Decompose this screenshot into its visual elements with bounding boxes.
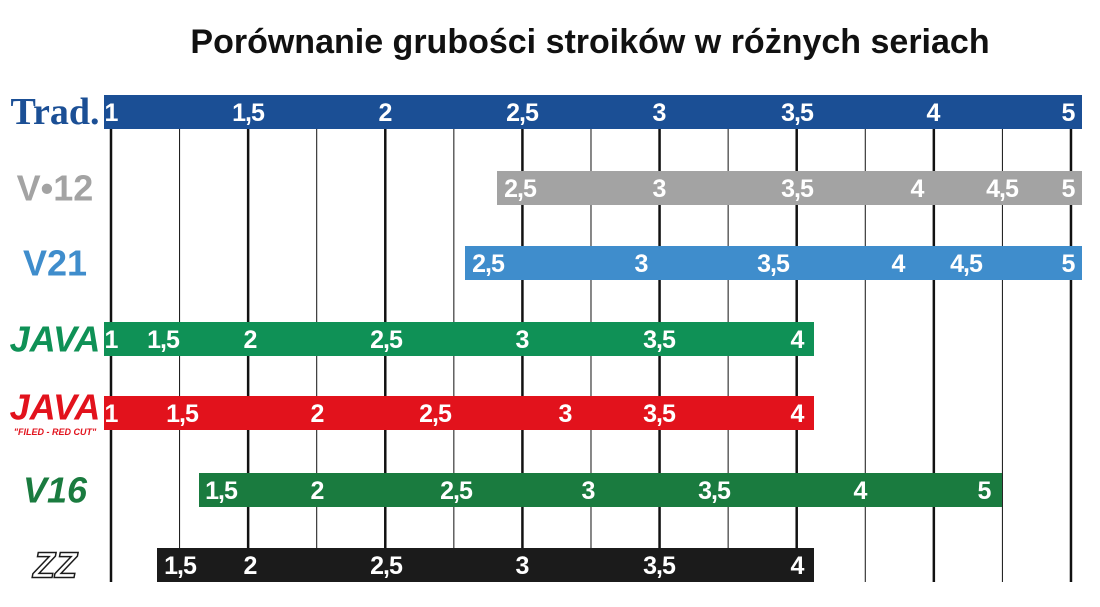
strength-label: 1,5 [166, 400, 199, 428]
strength-label: 4 [892, 250, 906, 278]
strength-label: 4 [791, 552, 805, 580]
strength-label: 3,5 [781, 175, 814, 203]
strength-label: 4 [854, 477, 868, 505]
strength-label: 2,5 [370, 326, 403, 354]
bar [104, 396, 814, 430]
series-logo: JAVA [10, 387, 101, 428]
strength-label: 4 [911, 175, 925, 203]
strength-label: 3,5 [781, 99, 814, 127]
strength-label: 2,5 [440, 477, 473, 505]
series-logo: ZZ [32, 545, 79, 586]
bar [104, 322, 814, 356]
strength-label: 4 [791, 400, 805, 428]
strength-label: 5 [978, 477, 992, 505]
strength-label: 2,5 [419, 400, 452, 428]
strength-label: 1,5 [205, 477, 238, 505]
strength-label: 2,5 [370, 552, 403, 580]
strength-label: 2 [379, 99, 392, 127]
strength-label: 3 [653, 99, 666, 127]
strength-label: 3 [516, 326, 529, 354]
strength-label: 3 [582, 477, 595, 505]
strength-label: 4 [791, 326, 805, 354]
strength-label: 1,5 [232, 99, 265, 127]
series-logo: Trad. [10, 91, 99, 133]
series-logo: JAVA [10, 319, 101, 360]
strength-label: 3 [635, 250, 648, 278]
strength-label: 3,5 [757, 250, 790, 278]
series-logo: V21 [23, 243, 87, 284]
chart-title: Porównanie grubości stroików w różnych s… [190, 23, 989, 61]
series-logo: V•12 [17, 168, 94, 209]
strength-label: 2 [244, 326, 257, 354]
bar [199, 473, 1002, 507]
strength-label: 3 [653, 175, 666, 203]
strength-label: 2,5 [472, 250, 505, 278]
strength-label: 1 [105, 99, 119, 127]
strength-label: 2 [311, 400, 324, 428]
strength-label: 3 [516, 552, 529, 580]
strength-label: 5 [1062, 175, 1076, 203]
strength-label: 1,5 [147, 326, 180, 354]
strength-label: 3,5 [643, 400, 676, 428]
bar [157, 548, 814, 582]
strength-label: 3,5 [643, 552, 676, 580]
series-logo: V16 [23, 470, 88, 511]
strength-label: 1 [105, 400, 119, 428]
rows: 1 1,5 2 2,5 3 3,5 4 5 Trad. 2,5 3 3,5 4 4,5 5 V•12 2,5 3 3… [10, 91, 1082, 586]
strength-label: 3,5 [643, 326, 676, 354]
series-sublogo: "FILED - RED CUT" [14, 427, 97, 437]
strength-label: 5 [1062, 250, 1076, 278]
bar [497, 171, 1082, 205]
strength-label: 4 [927, 99, 941, 127]
strength-label: 2,5 [506, 99, 539, 127]
strength-label: 1,5 [164, 552, 197, 580]
strength-label: 4,5 [950, 250, 983, 278]
bar [465, 246, 1082, 280]
strength-label: 2,5 [504, 175, 537, 203]
strength-label: 5 [1062, 99, 1076, 127]
strength-label: 1 [105, 326, 119, 354]
strength-label: 3 [559, 400, 572, 428]
strength-label: 2 [244, 552, 257, 580]
strength-label: 2 [311, 477, 324, 505]
bar [104, 95, 1082, 129]
strength-label: 4,5 [986, 175, 1019, 203]
strength-label: 3,5 [698, 477, 731, 505]
